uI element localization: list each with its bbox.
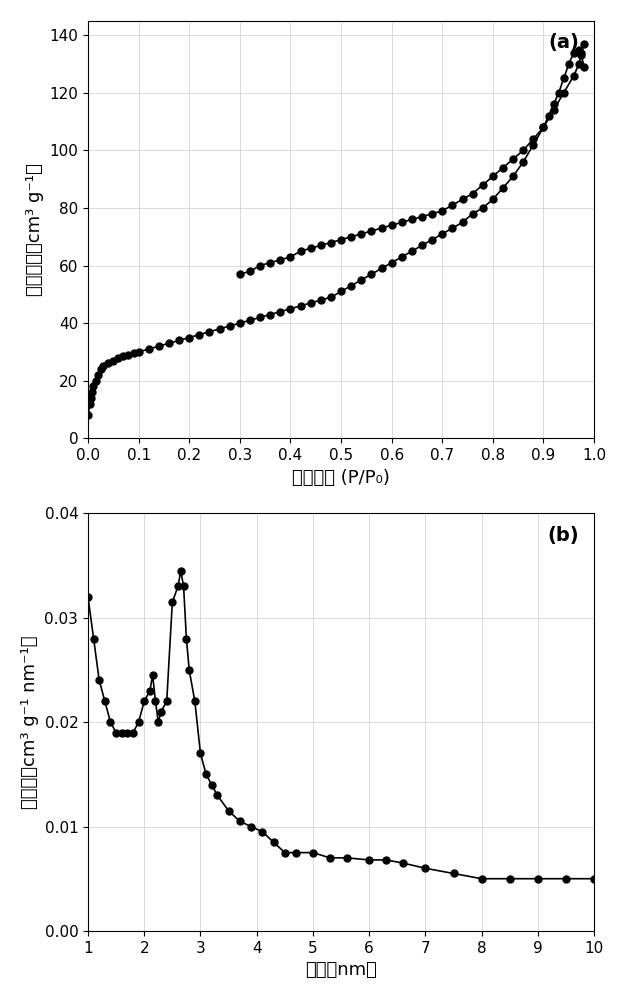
Y-axis label: 孔体积（cm³ g⁻¹ nm⁻¹）: 孔体积（cm³ g⁻¹ nm⁻¹） (21, 635, 39, 809)
X-axis label: 孔径（nm）: 孔径（nm） (305, 961, 377, 979)
Y-axis label: 吸附质量（cm³ g⁻¹）: 吸附质量（cm³ g⁻¹） (26, 163, 44, 296)
X-axis label: 相对压力 (P/P₀): 相对压力 (P/P₀) (292, 469, 390, 487)
Text: (a): (a) (548, 33, 579, 52)
Text: (b): (b) (547, 526, 579, 545)
